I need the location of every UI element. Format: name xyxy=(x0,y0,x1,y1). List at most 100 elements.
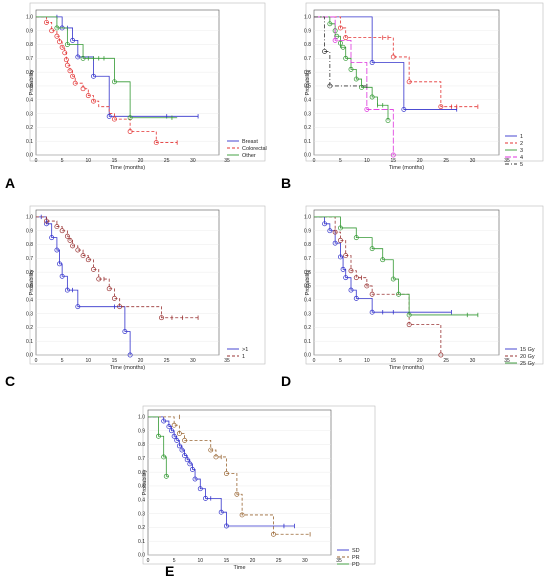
series-SD xyxy=(148,416,295,529)
event-marker xyxy=(80,55,86,61)
y-axis-label: Probability xyxy=(305,69,311,95)
series-1 xyxy=(36,214,133,358)
event-marker xyxy=(44,19,49,25)
y-tick-label: 0.6 xyxy=(138,470,145,476)
event-marker xyxy=(156,433,161,439)
event-marker xyxy=(44,221,49,227)
series-15Gy xyxy=(314,216,452,315)
event-marker xyxy=(187,461,193,467)
y-tick-label: 0.2 xyxy=(26,125,33,131)
event-marker xyxy=(106,286,112,292)
y-tick-label: 0.9 xyxy=(304,28,311,34)
y-tick-label: 0.0 xyxy=(304,153,311,159)
x-tick-label: 0 xyxy=(313,158,316,164)
x-axis-label: Time (months) xyxy=(110,165,145,171)
event-marker xyxy=(369,291,375,297)
event-marker xyxy=(348,287,354,293)
event-marker xyxy=(406,312,412,318)
x-tick-label: 30 xyxy=(470,158,476,164)
x-tick-label: 25 xyxy=(276,558,282,564)
legend-label: 4 xyxy=(520,155,523,161)
series-Breast xyxy=(36,14,199,119)
event-marker xyxy=(153,140,159,146)
y-tick-label: 0.2 xyxy=(304,325,311,331)
event-marker xyxy=(64,42,70,47)
event-marker xyxy=(348,268,354,274)
y-tick-label: 0.4 xyxy=(26,97,33,103)
y-tick-label: 0.4 xyxy=(138,497,145,503)
y-tick-label: 0.7 xyxy=(304,256,311,262)
event-marker xyxy=(369,246,375,252)
y-tick-label: 0.7 xyxy=(26,56,33,62)
event-marker xyxy=(54,33,60,39)
event-marker xyxy=(390,152,396,158)
event-marker xyxy=(223,471,229,476)
legend-label: 25 Gy xyxy=(520,361,535,367)
series-PR xyxy=(148,414,311,537)
event-marker xyxy=(63,57,69,63)
event-marker xyxy=(127,129,133,134)
event-marker xyxy=(234,491,240,497)
event-marker xyxy=(54,247,60,253)
event-marker xyxy=(337,225,343,231)
event-marker xyxy=(337,237,343,243)
event-marker xyxy=(390,54,396,60)
event-marker xyxy=(176,431,182,436)
event-marker xyxy=(64,287,70,293)
x-tick-label: 30 xyxy=(190,358,196,364)
event-marker xyxy=(401,106,407,112)
panel-frame xyxy=(29,205,266,365)
x-tick-label: 10 xyxy=(86,358,92,364)
event-marker xyxy=(322,48,328,54)
y-tick-label: 0.9 xyxy=(304,228,311,234)
event-marker xyxy=(67,68,73,74)
event-marker xyxy=(179,447,185,453)
legend-label: PD xyxy=(352,562,360,568)
panel-frame xyxy=(29,2,266,162)
y-tick-label: 0.3 xyxy=(26,311,33,317)
y-tick-label: 0.6 xyxy=(304,70,311,76)
event-marker xyxy=(64,62,70,68)
y-tick-label: 0.5 xyxy=(304,284,311,290)
event-marker xyxy=(54,224,60,230)
km-step-line xyxy=(314,16,457,110)
km-step-line xyxy=(314,216,478,316)
event-marker xyxy=(91,266,96,272)
y-tick-label: 0.8 xyxy=(138,442,145,448)
event-marker xyxy=(70,73,76,79)
km-step-line xyxy=(36,216,199,319)
km-step-line xyxy=(148,416,311,535)
event-marker xyxy=(44,218,49,224)
x-tick-label: 15 xyxy=(112,358,118,364)
event-marker xyxy=(197,486,203,492)
y-tick-label: 0.1 xyxy=(26,339,33,345)
event-marker xyxy=(218,509,224,515)
y-tick-label: 0.5 xyxy=(26,84,33,90)
event-marker xyxy=(343,253,349,259)
y-tick-label: 0.2 xyxy=(304,125,311,131)
series-2 xyxy=(314,16,479,110)
legend-label: 1 xyxy=(242,354,245,360)
event-marker xyxy=(49,28,55,34)
event-marker xyxy=(343,55,349,61)
event-marker xyxy=(208,447,214,453)
event-marker xyxy=(332,37,338,43)
event-marker xyxy=(353,275,359,281)
event-marker xyxy=(189,466,195,472)
event-marker xyxy=(203,495,208,501)
y-tick-label: 1.0 xyxy=(304,215,311,221)
y-tick-label: 0.3 xyxy=(304,311,311,317)
y-tick-label: 0.2 xyxy=(26,325,33,331)
x-tick-label: 0 xyxy=(313,358,316,364)
x-tick-label: 15 xyxy=(224,558,230,564)
panel-letter: D xyxy=(281,373,291,389)
y-tick-label: 0.3 xyxy=(26,111,33,117)
event-marker xyxy=(184,457,190,463)
y-tick-label: 0.5 xyxy=(26,284,33,290)
y-tick-label: 0.8 xyxy=(304,242,311,248)
panel-letter: C xyxy=(5,373,15,389)
event-marker xyxy=(54,25,60,31)
y-tick-label: 0.1 xyxy=(304,339,311,345)
event-marker xyxy=(57,39,62,45)
